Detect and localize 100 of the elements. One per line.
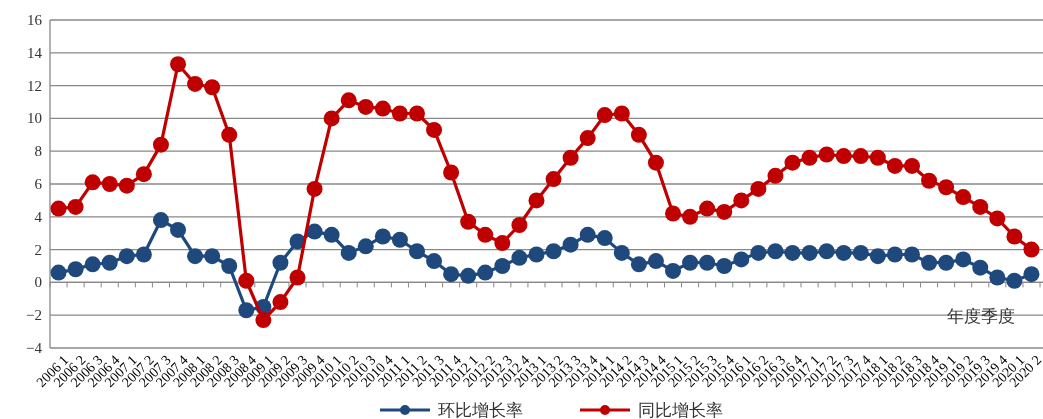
point <box>50 200 67 217</box>
point <box>408 243 425 260</box>
point <box>528 246 545 263</box>
y-tick-label: 12 <box>27 77 42 94</box>
point <box>84 174 101 191</box>
point <box>340 244 357 261</box>
point <box>221 258 238 274</box>
point <box>238 272 255 289</box>
point <box>989 210 1006 227</box>
point <box>1023 241 1040 258</box>
point <box>238 302 255 319</box>
point <box>921 254 938 271</box>
y-tick-label: −4 <box>26 340 43 356</box>
y-tick-label: 8 <box>34 143 42 160</box>
point <box>886 246 903 263</box>
point <box>750 180 767 197</box>
point <box>972 259 989 276</box>
point <box>784 244 801 261</box>
point <box>374 100 391 117</box>
point <box>784 154 801 171</box>
point <box>767 167 784 184</box>
point <box>647 154 664 171</box>
point <box>767 243 784 260</box>
point <box>152 136 169 153</box>
point <box>921 172 938 189</box>
point <box>750 244 767 261</box>
point <box>818 243 835 260</box>
point <box>204 79 221 96</box>
point <box>152 212 169 229</box>
point <box>408 105 425 122</box>
point <box>562 149 579 166</box>
point <box>477 264 494 281</box>
point <box>460 267 477 284</box>
point <box>903 246 920 263</box>
y-tick-label: 14 <box>27 44 43 61</box>
point <box>306 180 323 197</box>
point <box>630 256 647 273</box>
point <box>955 189 972 206</box>
y-tick-label: 0 <box>34 274 42 291</box>
point <box>972 198 989 215</box>
point <box>323 110 340 127</box>
point <box>716 203 733 220</box>
point <box>357 98 374 115</box>
point <box>374 228 391 245</box>
point <box>426 121 443 138</box>
point <box>101 254 118 271</box>
y-tick-label: 2 <box>34 241 42 258</box>
point <box>562 236 579 253</box>
point <box>716 258 733 274</box>
point <box>118 248 135 265</box>
legend-label: 环比增长率 <box>438 401 523 419</box>
point <box>494 258 511 274</box>
point <box>665 205 682 222</box>
y-tick-label: 4 <box>34 208 43 225</box>
point <box>221 126 238 143</box>
point <box>801 244 818 261</box>
point <box>460 213 477 230</box>
point <box>391 231 408 248</box>
point <box>135 166 152 183</box>
point <box>204 248 221 265</box>
point <box>357 238 374 255</box>
point <box>477 226 494 243</box>
point <box>1006 228 1023 245</box>
point <box>443 266 460 283</box>
point <box>579 130 596 147</box>
point <box>545 243 562 260</box>
point <box>938 179 955 196</box>
point <box>101 176 118 192</box>
point <box>272 254 289 271</box>
y-tick-label: 6 <box>34 176 43 192</box>
point <box>630 126 647 143</box>
point <box>323 226 340 243</box>
point <box>699 254 716 271</box>
point <box>118 177 135 194</box>
point <box>886 157 903 174</box>
point <box>989 269 1006 286</box>
point <box>733 251 750 268</box>
point <box>835 148 852 165</box>
point <box>170 56 187 73</box>
point <box>50 264 67 281</box>
point <box>84 256 101 273</box>
point <box>955 251 972 268</box>
point <box>613 244 630 261</box>
point <box>187 248 204 265</box>
point <box>511 249 528 266</box>
point <box>869 248 886 265</box>
x-axis-title: 年度季度 <box>947 307 1015 326</box>
point <box>391 105 408 122</box>
point <box>579 226 596 243</box>
point <box>596 107 613 124</box>
point <box>835 244 852 261</box>
point <box>187 75 204 92</box>
point <box>903 157 920 174</box>
point <box>67 261 84 278</box>
point <box>1006 272 1023 289</box>
point <box>596 230 613 247</box>
legend-label: 同比增长率 <box>638 401 723 419</box>
point <box>852 244 869 261</box>
point <box>511 217 528 233</box>
point <box>818 146 835 163</box>
